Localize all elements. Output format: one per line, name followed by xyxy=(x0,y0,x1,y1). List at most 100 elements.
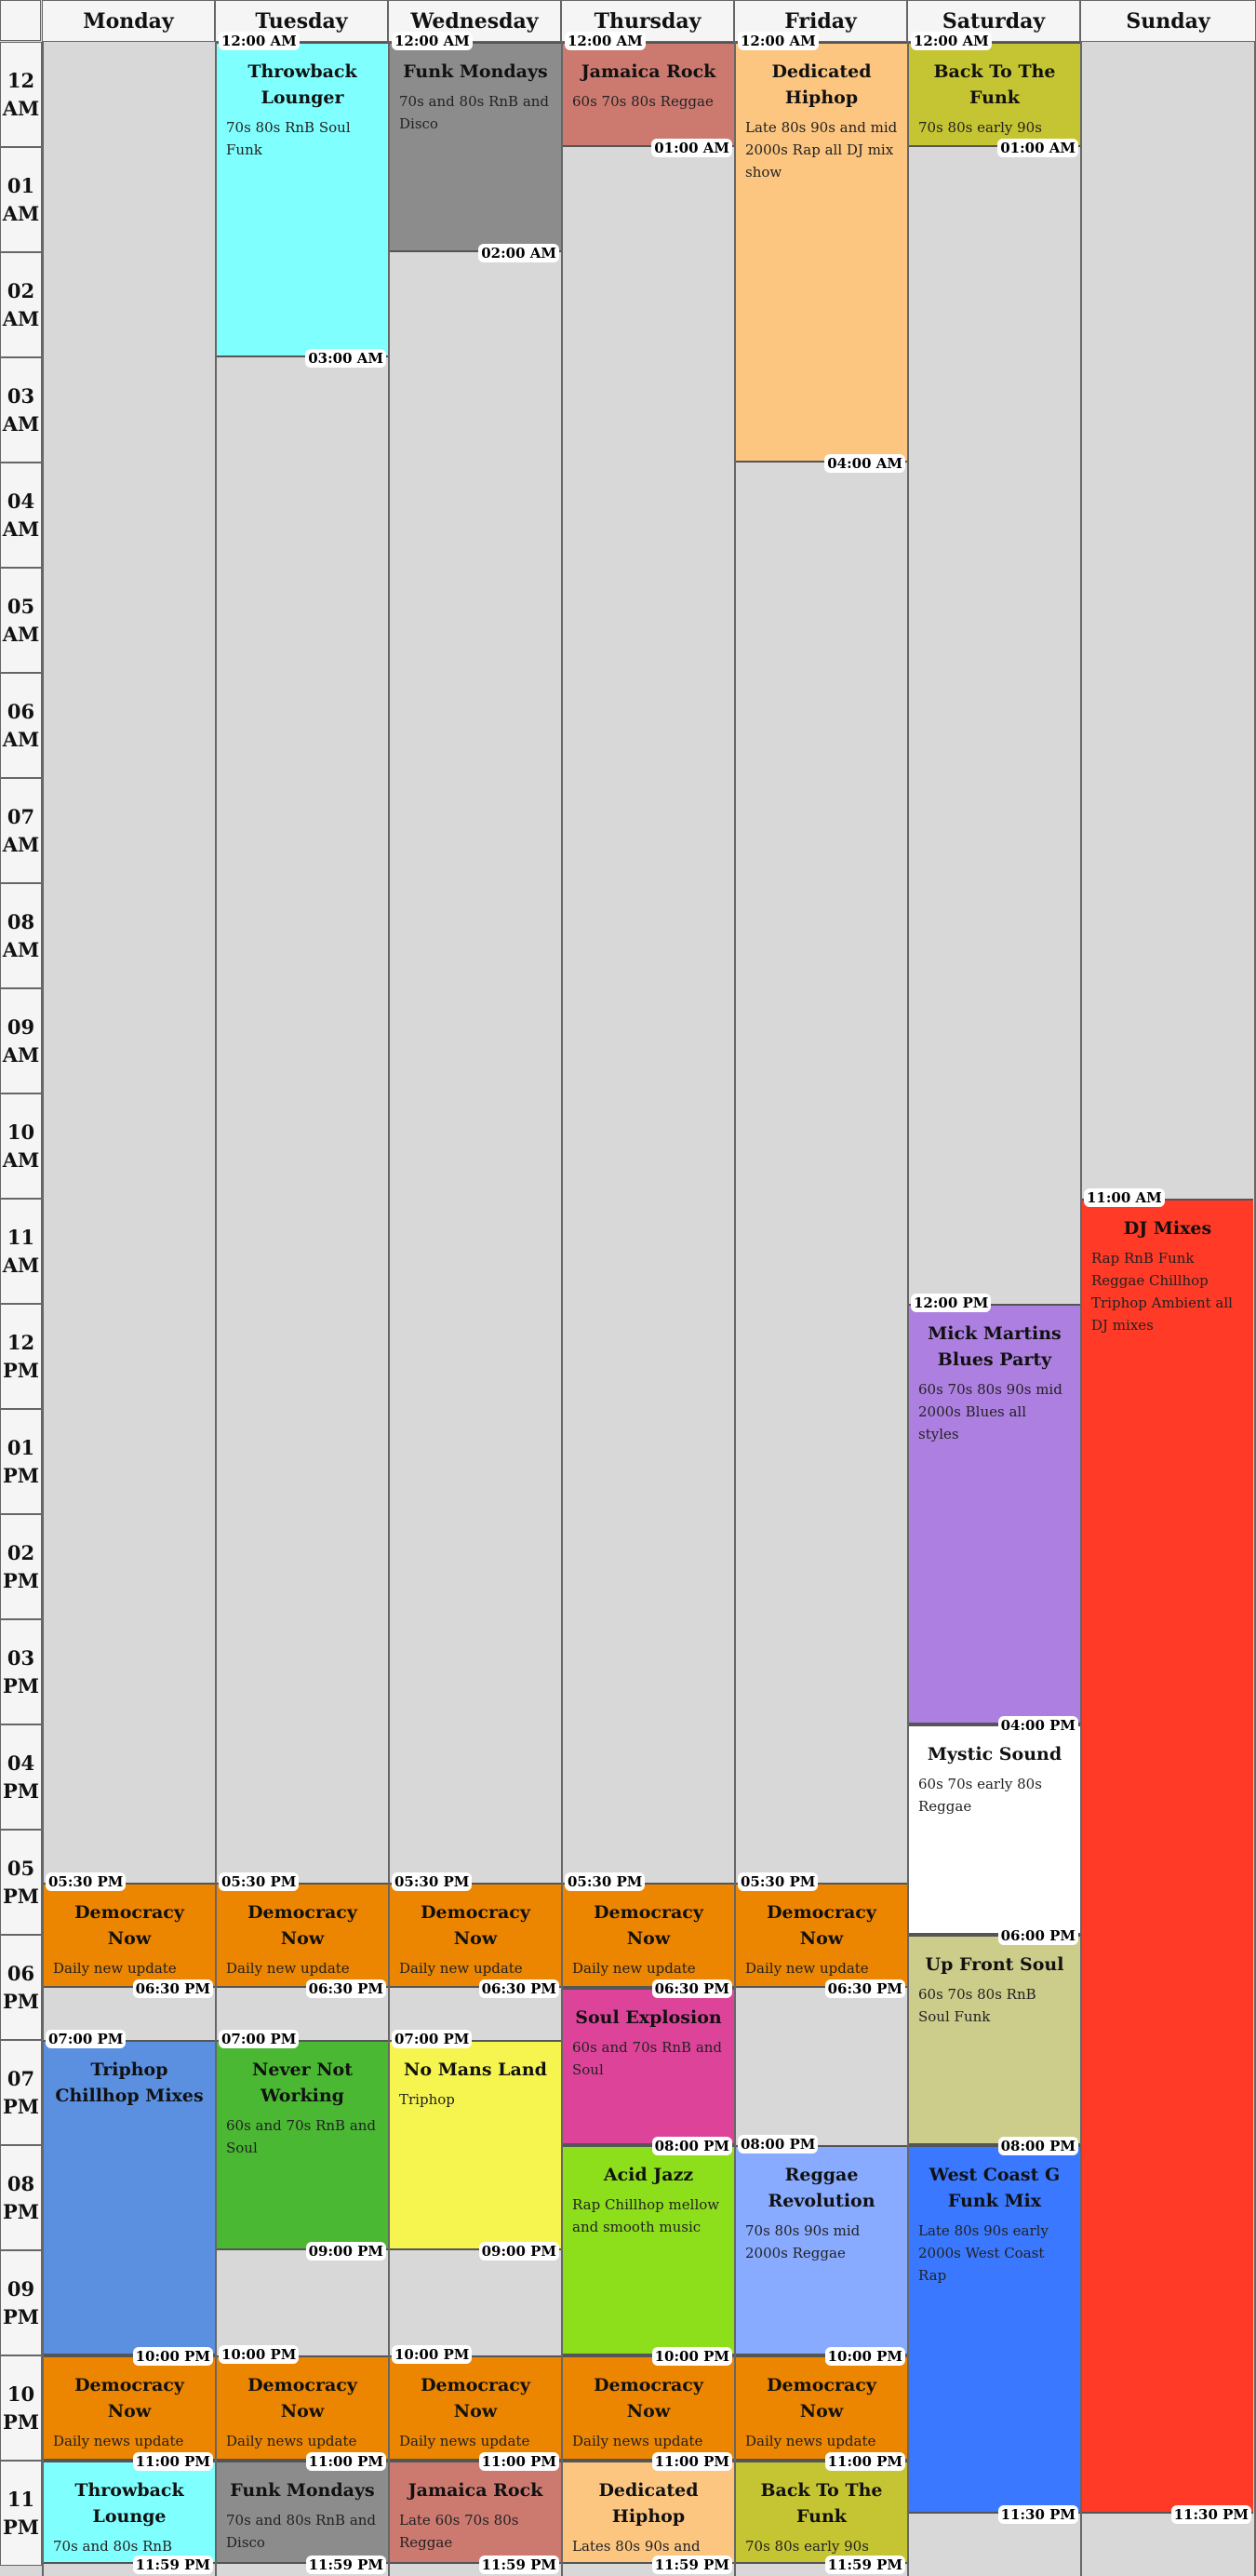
hour-meridiem: PM xyxy=(2,1568,40,1592)
event-description: 60s and 70s RnB and Soul xyxy=(572,2038,723,2078)
schedule-event[interactable]: Democracy Now Daily news update 11:00 PM xyxy=(736,2355,907,2471)
event-title: Jamaica Rock xyxy=(408,2480,543,2501)
hour-text: 07 PM xyxy=(3,2065,39,2121)
event-title: Never Not Working xyxy=(251,2059,354,2106)
event-title: Democracy Now xyxy=(247,2375,357,2422)
event-content: West Coast G Funk Mix Late 80s 90s early … xyxy=(909,2147,1080,2503)
event-start-time: 05:30 PM xyxy=(392,1872,473,1891)
event-description: 70s 80s RnB Soul Funk xyxy=(226,119,351,158)
hour-label: 08 AM xyxy=(0,883,42,988)
hour-number: 09 xyxy=(7,2276,35,2301)
event-description: 70s 80s 90s mid 2000s Reggae xyxy=(745,2222,861,2261)
schedule-event[interactable]: Never Not Working 60s and 70s RnB and Sou… xyxy=(217,2030,388,2261)
event-content: Up Front Soul 60s 70s 80s RnB Soul Funk xyxy=(909,1937,1080,2135)
event-end-time: 11:00 PM xyxy=(132,2452,213,2471)
event-start-time: 10:00 PM xyxy=(392,2345,473,2364)
event-content: Democracy Now Daily new update xyxy=(390,1885,561,1978)
schedule-event[interactable]: DJ Mixes Rap RnB Funk Reggae Chillhop Tri… xyxy=(1082,1188,1253,2524)
event-end-time: 11:59 PM xyxy=(824,2556,905,2575)
schedule-event[interactable]: Back To The Funk 70s 80s early 90s RnB an… xyxy=(909,32,1080,157)
event-content: Democracy Now Daily news update xyxy=(217,2357,388,2450)
event-title: Back To The Funk xyxy=(760,2480,883,2527)
schedule-event[interactable]: Dedicated Hiphop Late 80s 90s and mid 200… xyxy=(736,32,907,473)
schedule-event[interactable]: Democracy Now Daily news update 11:00 PM xyxy=(44,2355,215,2471)
schedule-event[interactable]: Mick Martins Blues Party 60s 70s 80s 90s … xyxy=(909,1294,1080,1735)
hour-number: 04 xyxy=(7,489,35,513)
event-description: Daily new update xyxy=(226,1959,350,1977)
schedule-event[interactable]: Democracy Now Daily new update 05:30 PM 06:… xyxy=(44,1872,215,1998)
event-description: Late 80s 90s early 2000s West Coast Rap xyxy=(918,2222,1049,2284)
event-description: Daily new update xyxy=(399,1959,523,1977)
hour-label: 03 PM xyxy=(0,1619,42,1724)
event-start-time: 05:30 PM xyxy=(565,1872,646,1891)
schedule-event[interactable]: Democracy Now Daily new update 05:30 PM 06:… xyxy=(390,1872,561,1998)
event-end-time: 06:00 PM xyxy=(997,1926,1078,1945)
schedule-event[interactable]: Triphop Chillhop Mixes 07:00 PM 10:00 PM xyxy=(44,2030,215,2366)
schedule-event[interactable]: Democracy Now Daily news update 11:00 PM xyxy=(563,2355,734,2471)
schedule-event[interactable]: Funk Mondays 70s and 80s RnB and Disco 12:… xyxy=(390,32,561,262)
schedule-event[interactable]: Democracy Now Daily news update 10:00 PM 11… xyxy=(217,2345,388,2471)
hour-number: 07 xyxy=(7,804,35,828)
event-description: 60s 70s 80s 90s mid 2000s Blues all styl… xyxy=(918,1381,1062,1442)
event-end-time: 01:00 AM xyxy=(651,139,732,157)
hour-label: 09 PM xyxy=(0,2250,42,2355)
hour-meridiem: PM xyxy=(2,1463,40,1487)
hour-text: 12 PM xyxy=(3,1329,39,1385)
event-end-time: 09:00 PM xyxy=(478,2242,559,2261)
schedule-event[interactable]: Mystic Sound 60s 70s early 80s Reggae 06:0… xyxy=(909,1724,1080,1945)
schedule-event[interactable]: Democracy Now Daily new update 05:30 PM 06:… xyxy=(736,1872,907,1998)
event-content: Jamaica Rock Late 60s 70s 80s Reggae xyxy=(390,2462,561,2554)
schedule-event[interactable]: Up Front Soul 60s 70s 80s RnB Soul Funk 08… xyxy=(909,1935,1080,2155)
schedule-event[interactable]: Democracy Now Daily new update 05:30 PM 06:… xyxy=(217,1872,388,1998)
hour-meridiem: PM xyxy=(2,1778,40,1803)
schedule-event[interactable]: No Mans Land Triphop 07:00 PM 09:00 PM xyxy=(390,2030,561,2261)
schedule-event[interactable]: Dedicated Hiphop Lates 80s 90s and mid 20… xyxy=(563,2461,734,2575)
schedule-event[interactable]: Democracy Now Daily news update 10:00 PM 11… xyxy=(390,2345,561,2471)
hour-text: 11 AM xyxy=(3,1224,40,1280)
hour-number: 03 xyxy=(7,383,35,408)
hour-number: 11 xyxy=(7,1225,35,1249)
event-title: West Coast G Funk Mix xyxy=(929,2165,1061,2211)
hour-label: 01 AM xyxy=(0,147,42,252)
schedule-event[interactable]: West Coast G Funk Mix Late 80s 90s early … xyxy=(909,2145,1080,2524)
schedule-event[interactable]: Jamaica Rock Late 60s 70s 80s Reggae 11:59… xyxy=(390,2461,561,2575)
event-content: Soul Explosion 60s and 70s RnB and Soul xyxy=(563,1990,734,2136)
hour-number: 05 xyxy=(7,1856,35,1880)
schedule-event[interactable]: Acid Jazz Rap Chillhop mellow and smooth … xyxy=(563,2145,734,2366)
hour-meridiem: AM xyxy=(2,1042,40,1067)
schedule-event[interactable]: Back To The Funk 70s 80s early 90s RnB an… xyxy=(736,2461,907,2575)
schedule-event[interactable]: Soul Explosion 60s and 70s RnB and Soul 08… xyxy=(563,1987,734,2155)
hour-number: 08 xyxy=(7,909,35,933)
schedule-event[interactable]: Reggae Revolution 70s 80s 90s mid 2000s R… xyxy=(736,2135,907,2366)
day-header-thursday: Thursday xyxy=(561,0,734,42)
schedule-event[interactable]: Jamaica Rock 60s 70s 80s Reggae 12:00 AM 01… xyxy=(563,32,734,157)
hour-number: 02 xyxy=(7,1540,35,1564)
event-description: Rap Chillhop mellow and smooth music xyxy=(572,2196,720,2235)
event-end-time: 06:30 PM xyxy=(305,1979,386,1998)
hour-text: 03 PM xyxy=(3,1644,39,1700)
event-end-time: 10:00 PM xyxy=(824,2347,905,2366)
schedule-event[interactable]: Throwback Lounge 70s and 80s RnB Soul Fun… xyxy=(44,2461,215,2575)
event-title: Democracy Now xyxy=(74,1901,184,1949)
hour-label: 12 PM xyxy=(0,1304,42,1409)
event-content: Dedicated Hiphop Lates 80s 90s and mid 20… xyxy=(563,2462,734,2554)
hour-meridiem: PM xyxy=(2,2199,40,2223)
hour-meridiem: PM xyxy=(2,2094,40,2118)
event-end-time: 11:59 PM xyxy=(132,2556,213,2575)
event-content: Funk Mondays 70s and 80s RnB and Disco xyxy=(390,44,561,242)
hour-label: 11 AM xyxy=(0,1199,42,1304)
hour-text: 10 PM xyxy=(3,2381,39,2436)
event-content: Mick Martins Blues Party 60s 70s 80s 90s … xyxy=(909,1306,1080,1714)
schedule-event[interactable]: Democracy Now Daily new update 05:30 PM 06:… xyxy=(563,1872,734,1998)
hour-label: 05 PM xyxy=(0,1830,42,1935)
event-content: Democracy Now Daily new update xyxy=(44,1885,215,1978)
hour-label: 02 AM xyxy=(0,252,42,357)
schedule-event[interactable]: Funk Mondays 70s and 80s RnB and Disco 11:… xyxy=(217,2461,388,2575)
hour-text: 01 AM xyxy=(3,172,40,228)
event-end-time: 02:00 AM xyxy=(478,244,559,262)
event-title: Throwback Lounger xyxy=(247,61,357,108)
schedule-event[interactable]: Throwback Lounger 70s 80s RnB Soul Funk 12… xyxy=(217,32,388,368)
hour-number: 09 xyxy=(7,1014,35,1039)
event-title: Triphop Chillhop Mixes xyxy=(55,2059,204,2106)
event-description: 70s and 80s RnB and Disco xyxy=(399,93,550,132)
